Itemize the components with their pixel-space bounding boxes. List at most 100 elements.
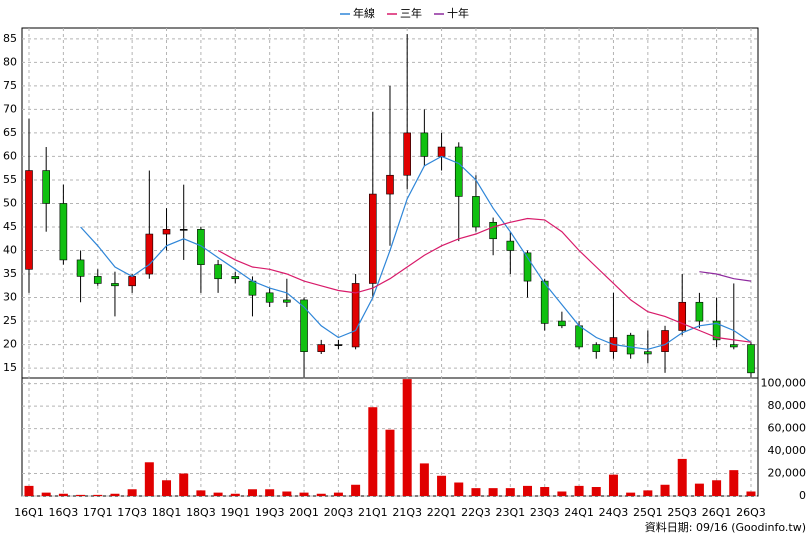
volume-bar <box>729 470 739 496</box>
volume-bar <box>437 475 447 496</box>
y2-tick-label: 40,000 <box>768 444 807 457</box>
candle-body <box>386 174 394 195</box>
x-tick-label: 26Q3 <box>736 506 766 519</box>
candle-body <box>661 330 669 352</box>
x-tick-label: 16Q3 <box>49 506 79 519</box>
volume-bar <box>351 484 361 496</box>
candle-body <box>626 334 635 355</box>
x-tick-label: 21Q1 <box>358 506 388 519</box>
volume-bar <box>58 493 68 496</box>
volume-bar <box>299 492 309 496</box>
candle-body <box>437 146 446 157</box>
candle-body <box>712 320 721 341</box>
candle-body <box>575 325 583 348</box>
candle-body <box>283 299 291 303</box>
volume-bar <box>402 379 412 496</box>
y-tick-label: 65 <box>3 126 17 139</box>
volume-bar <box>574 485 584 496</box>
volume-bar <box>333 492 343 496</box>
volume-bar <box>368 407 378 496</box>
y-tick-label: 60 <box>3 149 17 162</box>
candle-body <box>368 193 377 284</box>
y2-tick-label: 60,000 <box>768 422 807 435</box>
x-tick-label: 23Q1 <box>495 506 525 519</box>
ma-line <box>699 271 752 282</box>
volume-bar <box>127 489 137 496</box>
volume-bar <box>247 489 257 496</box>
candle-body <box>76 259 85 277</box>
volume-bar <box>557 491 567 496</box>
x-tick-label: 16Q1 <box>14 506 44 519</box>
y-tick-label: 55 <box>3 173 17 186</box>
candle-body <box>334 344 343 346</box>
volume-bar <box>454 482 464 496</box>
candle-body <box>489 221 497 240</box>
volume-bar <box>712 480 722 496</box>
candle-body <box>454 146 463 197</box>
candle-body <box>231 276 240 280</box>
volume-bar <box>643 490 653 496</box>
y2-tick-label: 80,000 <box>768 399 807 412</box>
x-tick-label: 19Q3 <box>255 506 285 519</box>
volume-bar <box>608 474 618 496</box>
volume-bar <box>24 485 34 496</box>
candle-body <box>523 252 532 282</box>
volume-bar <box>505 488 515 496</box>
volume-bar <box>591 487 601 496</box>
volume-bar <box>179 473 189 496</box>
volume-bar <box>41 492 51 496</box>
y-tick-label: 80 <box>3 55 17 68</box>
candle-body <box>162 229 171 235</box>
x-tick-label: 18Q3 <box>186 506 216 519</box>
x-tick-label: 17Q1 <box>83 506 113 519</box>
candle-body <box>420 132 429 157</box>
volume-bar <box>488 488 498 496</box>
candle-body <box>179 229 188 231</box>
candle-body <box>403 132 411 176</box>
x-tick-label: 17Q3 <box>117 506 147 519</box>
x-tick-label: 24Q1 <box>564 506 594 519</box>
candle-body <box>128 276 136 287</box>
candle-body <box>351 283 360 348</box>
legend-label: 十年 <box>447 6 469 20</box>
y-tick-label: 20 <box>3 338 17 351</box>
candle-body <box>747 344 755 374</box>
y-tick-label: 45 <box>3 220 17 233</box>
legend-label: 年線 <box>353 6 375 20</box>
y2-tick-label: 100,000 <box>761 377 807 390</box>
volume-bar <box>110 493 120 496</box>
candle-body <box>42 170 50 204</box>
legend-label: 三年 <box>400 6 422 20</box>
y-tick-label: 25 <box>3 314 17 327</box>
ma-line <box>217 217 752 343</box>
candle-body <box>506 240 515 251</box>
x-tick-label: 22Q3 <box>461 506 491 519</box>
candle-body <box>317 344 326 352</box>
candle-body <box>145 233 154 275</box>
source-note: 資料日期: 09/16 (Goodinfo.tw) <box>645 520 806 534</box>
candle-body <box>265 292 274 303</box>
volume-bar <box>230 493 240 496</box>
candle-body <box>25 170 33 270</box>
x-tick-label: 20Q3 <box>324 506 354 519</box>
y-tick-label: 15 <box>3 361 17 374</box>
volume-bar <box>626 492 636 496</box>
y-tick-label: 85 <box>3 32 17 45</box>
y-tick-label: 35 <box>3 267 17 280</box>
volume-bar <box>540 487 550 496</box>
volume-bar <box>523 485 533 496</box>
candle-body <box>111 283 119 287</box>
candle-body <box>93 276 102 284</box>
x-tick-label: 20Q1 <box>289 506 319 519</box>
candle-body <box>558 320 566 327</box>
volume-bar <box>76 494 86 496</box>
y-tick-label: 75 <box>3 79 17 92</box>
volume-bar <box>316 493 326 496</box>
y-tick-label: 70 <box>3 102 17 115</box>
candle-body <box>695 301 704 322</box>
volume-bar <box>213 492 223 496</box>
y2-tick-label: 0 <box>799 489 806 502</box>
candle-body <box>300 299 308 352</box>
volume-bar <box>660 484 670 496</box>
